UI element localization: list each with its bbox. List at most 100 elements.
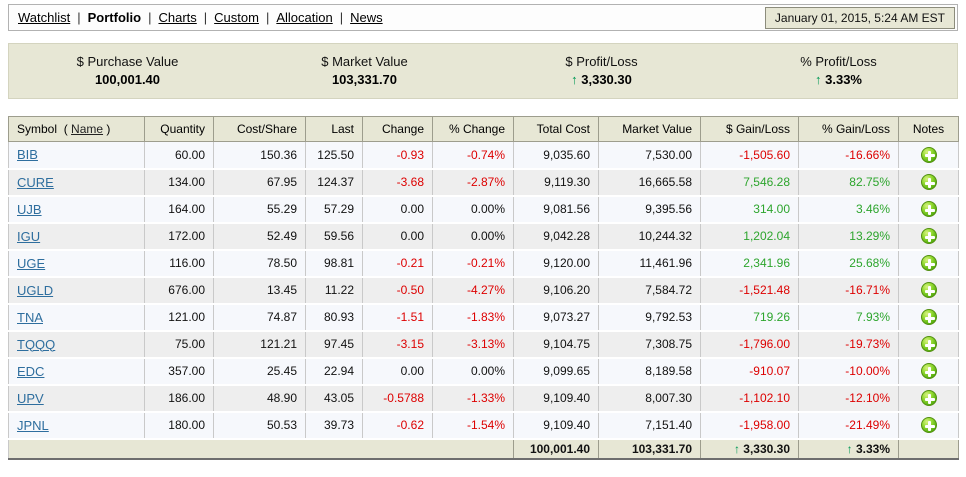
symbol-link[interactable]: TQQQ: [17, 336, 56, 352]
symbol-link[interactable]: TNA: [17, 309, 43, 325]
add-note-plus-icon[interactable]: [920, 417, 937, 433]
notes-cell: [898, 249, 959, 278]
market-value-cell: 7,584.72: [598, 276, 701, 305]
nav-item-portfolio[interactable]: Portfolio: [87, 10, 142, 25]
total-cost-cell: 9,081.56: [513, 195, 599, 224]
top-navbar: Watchlist | Portfolio | Charts | Custom | Alloca…: [8, 4, 958, 31]
nav-item-watchlist[interactable]: Watchlist: [18, 10, 71, 25]
symbol-link[interactable]: UGE: [17, 255, 46, 271]
notes-cell: [898, 195, 959, 224]
nav-separator: |: [148, 10, 152, 25]
gain-cell: 2,341.96: [700, 249, 799, 278]
add-note-plus-icon[interactable]: [920, 309, 937, 325]
total-cost-cell: 9,104.75: [513, 330, 599, 359]
market-value-cell: 7,530.00: [598, 141, 701, 170]
table-row: CURE 134.00 67.95 124.37 -3.68 -2.87% 9,…: [8, 168, 959, 197]
notes-cell: [898, 141, 959, 170]
table-row: JPNL 180.00 50.53 39.73 -0.62 -1.54% 9,1…: [8, 411, 959, 440]
market-value-cell: 11,461.96: [598, 249, 701, 278]
add-note-plus-icon[interactable]: [920, 146, 937, 163]
notes-cell: [898, 357, 959, 386]
total-cost-cell: 9,120.00: [513, 249, 599, 278]
nav-item-news[interactable]: News: [350, 10, 383, 25]
pct-gain-cell: -21.49%: [798, 411, 899, 440]
change-cell: 0.00: [362, 357, 433, 386]
pct-change-cell: -3.13%: [432, 330, 514, 359]
table-row: UPV 186.00 48.90 43.05 -0.5788 -1.33% 9,…: [8, 384, 959, 413]
column-header-notes: Notes: [898, 116, 959, 142]
symbol-link[interactable]: UJB: [17, 201, 42, 217]
last-cell: 22.94: [305, 357, 363, 386]
total-cost-cell: 9,109.40: [513, 411, 599, 440]
nav-item-charts[interactable]: Charts: [158, 10, 197, 25]
cost-share-cell: 13.45: [213, 276, 306, 305]
gain-cell: 7,546.28: [700, 168, 799, 197]
gain-cell: 719.26: [700, 303, 799, 332]
add-note-plus-icon[interactable]: [920, 336, 937, 352]
symbol-cell: BIB: [8, 141, 145, 170]
table-row: TNA 121.00 74.87 80.93 -1.51 -1.83% 9,07…: [8, 303, 959, 332]
add-note-plus-icon[interactable]: [920, 174, 937, 190]
notes-cell: [898, 330, 959, 359]
summary-purchase-value: $ Purchase Value 100,001.40: [9, 44, 246, 98]
gain-cell: 314.00: [700, 195, 799, 224]
quantity-cell: 172.00: [144, 222, 214, 251]
pct-change-cell: -1.54%: [432, 411, 514, 440]
up-arrow-icon: ↑: [733, 441, 740, 456]
change-cell: -1.51: [362, 303, 433, 332]
symbol-cell: IGU: [8, 222, 145, 251]
quantity-cell: 121.00: [144, 303, 214, 332]
add-note-plus-icon[interactable]: [920, 255, 937, 271]
market-value-cell: 8,007.30: [598, 384, 701, 413]
sort-by-name-link[interactable]: Name: [71, 122, 104, 136]
symbol-cell: UJB: [8, 195, 145, 224]
last-cell: 59.56: [305, 222, 363, 251]
last-cell: 11.22: [305, 276, 363, 305]
table-header-row: Symbol ( Name ) Quantity Cost/Share Last…: [8, 116, 959, 142]
cost-share-cell: 52.49: [213, 222, 306, 251]
quantity-cell: 116.00: [144, 249, 214, 278]
symbol-link[interactable]: UPV: [17, 390, 44, 406]
change-cell: -0.21: [362, 249, 433, 278]
totals-pct-gain: ↑ 3.33%: [798, 437, 899, 460]
summary-label: % Profit/Loss: [800, 54, 877, 69]
column-header-change: Change: [362, 116, 433, 142]
totals-gain: ↑ 3,330.30: [700, 437, 799, 460]
nav-item-custom[interactable]: Custom: [214, 10, 259, 25]
pct-change-cell: -0.74%: [432, 141, 514, 170]
nav-item-allocation[interactable]: Allocation: [276, 10, 333, 25]
symbol-link[interactable]: IGU: [17, 228, 41, 244]
last-cell: 124.37: [305, 168, 363, 197]
add-note-plus-icon[interactable]: [920, 390, 937, 406]
symbol-link[interactable]: BIB: [17, 147, 38, 163]
add-note-plus-icon[interactable]: [920, 201, 937, 217]
symbol-link[interactable]: UGLD: [17, 282, 54, 298]
cost-share-cell: 74.87: [213, 303, 306, 332]
gain-cell: -910.07: [700, 357, 799, 386]
change-cell: -0.93: [362, 141, 433, 170]
symbol-link[interactable]: EDC: [17, 363, 45, 379]
totals-total-cost: 100,001.40: [513, 437, 599, 460]
notes-cell: [898, 168, 959, 197]
up-arrow-icon: ↑: [571, 72, 578, 87]
table-row: UJB 164.00 55.29 57.29 0.00 0.00% 9,081.…: [8, 195, 959, 224]
nav-separator: |: [265, 10, 270, 25]
gain-cell: -1,521.48: [700, 276, 799, 305]
last-cell: 43.05: [305, 384, 363, 413]
quantity-cell: 676.00: [144, 276, 214, 305]
add-note-plus-icon[interactable]: [920, 228, 937, 244]
notes-cell: [898, 222, 959, 251]
add-note-plus-icon[interactable]: [920, 363, 937, 379]
table-row: TQQQ 75.00 121.21 97.45 -3.15 -3.13% 9,1…: [8, 330, 959, 359]
symbol-link[interactable]: CURE: [17, 174, 54, 190]
gain-cell: -1,102.10: [700, 384, 799, 413]
nav-separator: |: [203, 10, 208, 25]
pct-change-cell: -1.33%: [432, 384, 514, 413]
column-header-total-cost: Total Cost: [513, 116, 599, 142]
cost-share-cell: 121.21: [213, 330, 306, 359]
add-note-plus-icon[interactable]: [920, 282, 937, 298]
symbol-link[interactable]: JPNL: [17, 417, 49, 433]
summary-label: $ Profit/Loss: [565, 54, 638, 69]
pct-gain-cell: -16.66%: [798, 141, 899, 170]
total-cost-cell: 9,099.65: [513, 357, 599, 386]
